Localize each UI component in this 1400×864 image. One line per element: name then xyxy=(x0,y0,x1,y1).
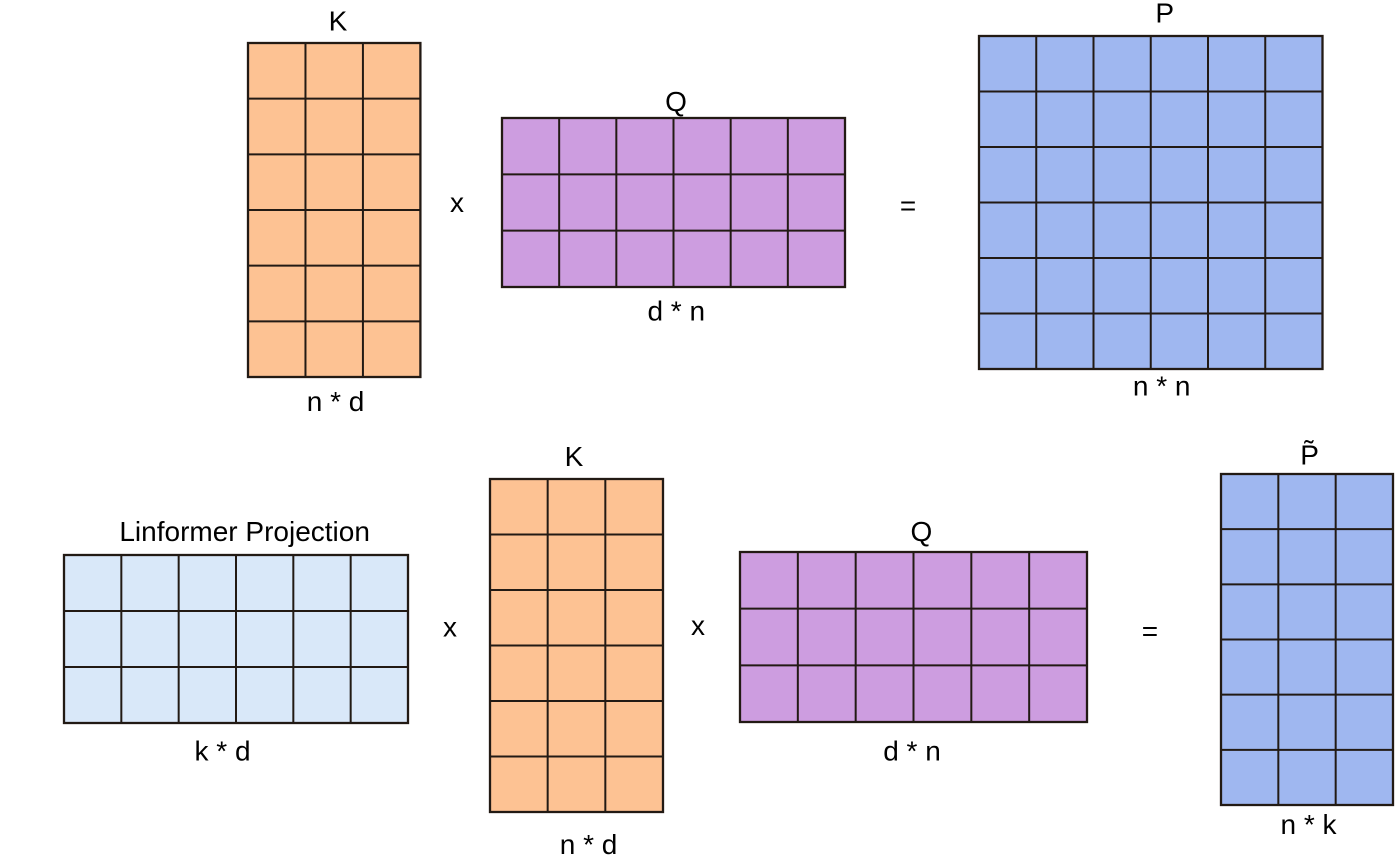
svg-text:=: = xyxy=(900,190,916,221)
svg-text:x: x xyxy=(450,187,464,218)
svg-text:Linformer Projection: Linformer Projection xyxy=(119,516,370,547)
svg-text:n * k: n * k xyxy=(1281,809,1338,840)
svg-text:=: = xyxy=(1142,615,1158,646)
svg-text:P: P xyxy=(1155,0,1174,29)
svg-text:n * d: n * d xyxy=(307,386,365,417)
svg-text:x: x xyxy=(443,612,457,643)
svg-text:k * d: k * d xyxy=(194,736,250,767)
svg-text:Q: Q xyxy=(911,516,933,547)
svg-text:x: x xyxy=(691,610,705,641)
svg-text:K: K xyxy=(565,441,584,472)
svg-text:Q: Q xyxy=(665,86,687,117)
svg-text:d * n: d * n xyxy=(647,296,705,327)
svg-text:n * d: n * d xyxy=(560,829,618,860)
svg-text:n * n: n * n xyxy=(1133,371,1191,402)
svg-text:P̃: P̃ xyxy=(1300,440,1319,471)
svg-text:K: K xyxy=(329,6,348,37)
svg-text:d * n: d * n xyxy=(883,736,941,767)
